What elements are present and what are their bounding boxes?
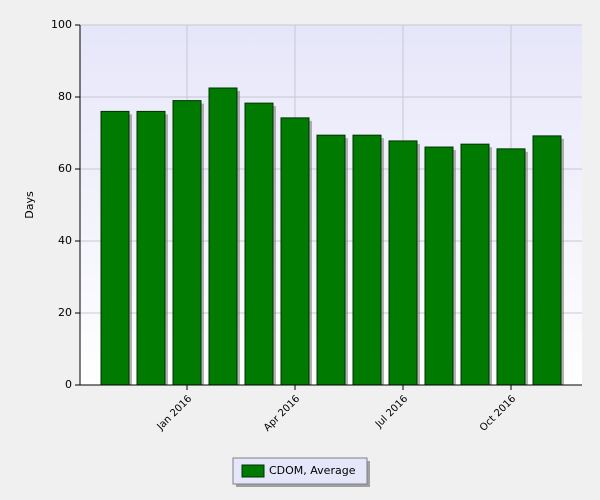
y-tick-label: 20	[58, 306, 72, 319]
bar	[424, 146, 454, 386]
legend-label: CDOM, Average	[269, 464, 356, 477]
bar	[100, 110, 130, 386]
bar	[496, 148, 526, 386]
bar	[316, 134, 346, 386]
y-axis-label: Days	[23, 191, 36, 219]
y-tick-label: 0	[65, 378, 72, 391]
y-tick-label: 100	[51, 18, 72, 31]
bar	[352, 134, 382, 386]
bar	[460, 143, 490, 386]
bar	[388, 140, 418, 386]
legend-swatch	[241, 464, 265, 478]
bar	[244, 102, 274, 386]
bar	[532, 135, 562, 386]
y-tick-label: 40	[58, 234, 72, 247]
bar	[172, 100, 202, 386]
bar	[136, 110, 166, 386]
y-tick-label: 80	[58, 90, 72, 103]
bar	[280, 117, 310, 386]
bar	[208, 87, 238, 386]
y-tick-label: 60	[58, 162, 72, 175]
